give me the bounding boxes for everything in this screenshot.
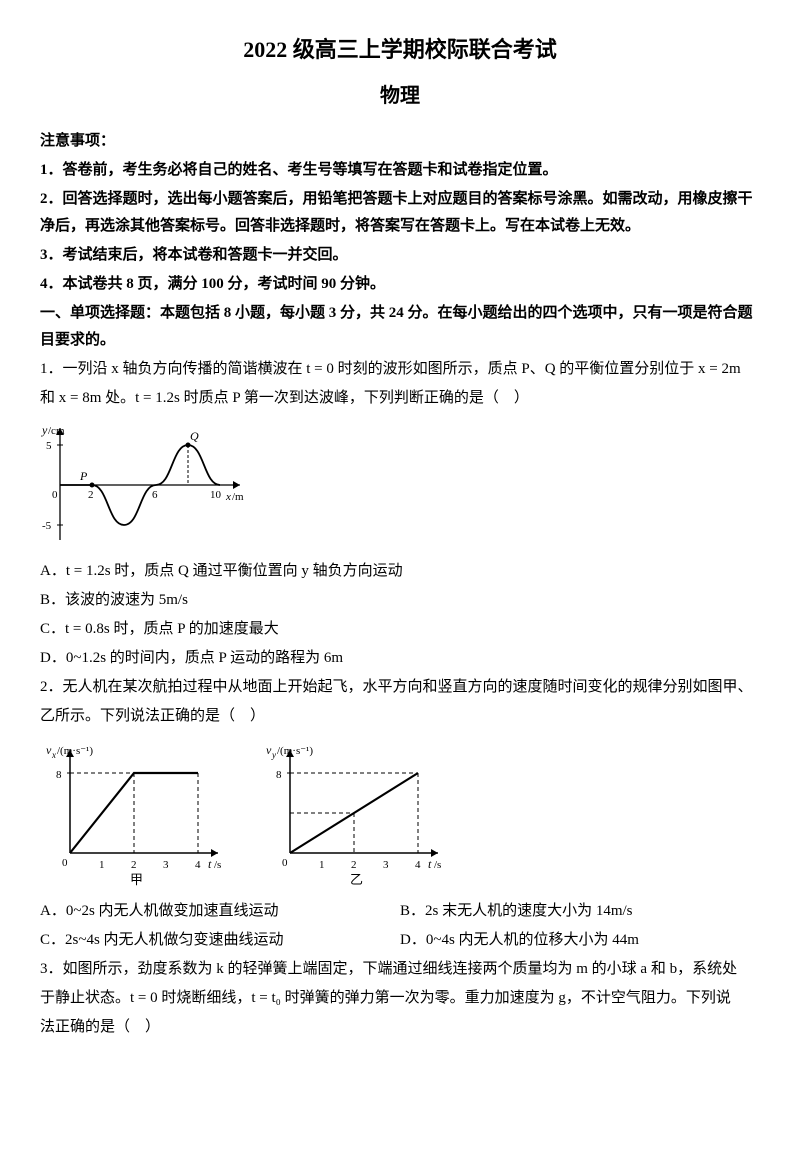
svg-text:1: 1: [99, 859, 105, 871]
svg-text:0: 0: [52, 489, 58, 501]
svg-text:0: 0: [282, 857, 288, 869]
svg-text:x: x: [51, 750, 56, 760]
svg-text:y: y: [41, 423, 48, 437]
svg-text:8: 8: [276, 769, 282, 781]
svg-text:P: P: [79, 469, 88, 483]
title-sub: 物理: [40, 78, 760, 114]
title-main: 2022 级高三上学期校际联合考试: [40, 30, 760, 70]
svg-text:/s: /s: [434, 859, 441, 871]
svg-text:10: 10: [210, 489, 222, 501]
notice-item-4: 4．本试卷共 8 页，满分 100 分，考试时间 90 分钟。: [40, 271, 760, 298]
q1-option-d: D．0~1.2s 的时间内，质点 P 运动的路程为 6m: [40, 645, 760, 672]
q2-option-d: D．0~4s 内无人机的位移大小为 44m: [400, 927, 760, 954]
svg-text:5: 5: [46, 440, 52, 452]
notice-heading: 注意事项：: [40, 128, 760, 155]
q1-option-c: C．t = 0.8s 时，质点 P 的加速度最大: [40, 616, 760, 643]
q2-option-b: B．2s 末无人机的速度大小为 14m/s: [400, 898, 760, 925]
notice-item-1: 1．答卷前，考生务必将自己的姓名、考生号等填写在答题卡和试卷指定位置。: [40, 157, 760, 184]
q3-stem-line2: 于静止状态。t = 0 时烧断细线，t = t₀ 时弹簧的弹力第一次为零。重力加…: [40, 985, 760, 1012]
q2-stem-line2: 乙所示。下列说法正确的是（ ）: [40, 703, 760, 730]
svg-text:/(m·s⁻¹): /(m·s⁻¹): [277, 745, 313, 757]
q2-option-c: C．2s~4s 内无人机做匀变速曲线运动: [40, 927, 400, 954]
svg-text:/s: /s: [214, 859, 221, 871]
svg-text:Q: Q: [190, 429, 199, 443]
svg-text:8: 8: [56, 769, 62, 781]
svg-text:4: 4: [415, 859, 421, 871]
q2-figures: vx/(m·s⁻¹) t/s 0 1 2 3 4 8 甲 vy/(m·s⁻¹) …: [40, 738, 760, 888]
svg-text:/m: /m: [232, 491, 244, 503]
svg-text:/cm: /cm: [48, 425, 65, 437]
svg-text:x: x: [225, 491, 231, 503]
q1-option-a: A．t = 1.2s 时，质点 Q 通过平衡位置向 y 轴负方向运动: [40, 558, 760, 585]
section1-heading: 一、单项选择题：本题包括 8 小题，每小题 3 分，共 24 分。在每小题给出的…: [40, 300, 760, 354]
notice-item-2: 2．回答选择题时，选出每小题答案后，用铅笔把答题卡上对应题目的答案标号涂黑。如需…: [40, 186, 760, 240]
svg-text:y: y: [271, 750, 276, 760]
svg-text:2: 2: [131, 859, 137, 871]
q3-stem-line1: 3．如图所示，劲度系数为 k 的轻弹簧上端固定，下端通过细线连接两个质量均为 m…: [40, 956, 760, 983]
svg-text:2: 2: [88, 489, 94, 501]
q2-stem-line1: 2．无人机在某次航拍过程中从地面上开始起飞，水平方向和竖直方向的速度随时间变化的…: [40, 674, 760, 701]
q1-option-b: B．该波的波速为 5m/s: [40, 587, 760, 614]
svg-text:3: 3: [163, 859, 169, 871]
notice-item-3: 3．考试结束后，将本试卷和答题卡一并交回。: [40, 242, 760, 269]
q2-option-a: A．0~2s 内无人机做变加速直线运动: [40, 898, 400, 925]
svg-text:/(m·s⁻¹): /(m·s⁻¹): [57, 745, 93, 757]
svg-text:0: 0: [62, 857, 68, 869]
svg-text:2: 2: [351, 859, 357, 871]
q1-wave-figure: y/cm x/m 5 -5 2 6 10 P Q 0: [40, 420, 760, 550]
svg-text:1: 1: [319, 859, 325, 871]
q3-stem-line3: 法正确的是（ ）: [40, 1014, 760, 1041]
svg-text:4: 4: [195, 859, 201, 871]
q1-stem-line1: 1．一列沿 x 轴负方向传播的简谐横波在 t = 0 时刻的波形如图所示，质点 …: [40, 356, 760, 383]
svg-text:-5: -5: [42, 520, 52, 532]
q2-caption-jia: 甲: [130, 872, 143, 887]
svg-text:3: 3: [383, 859, 389, 871]
q2-caption-yi: 乙: [350, 872, 363, 887]
svg-text:6: 6: [152, 489, 158, 501]
q1-stem-line2: 和 x = 8m 处。t = 1.2s 时质点 P 第一次到达波峰，下列判断正确…: [40, 385, 760, 412]
